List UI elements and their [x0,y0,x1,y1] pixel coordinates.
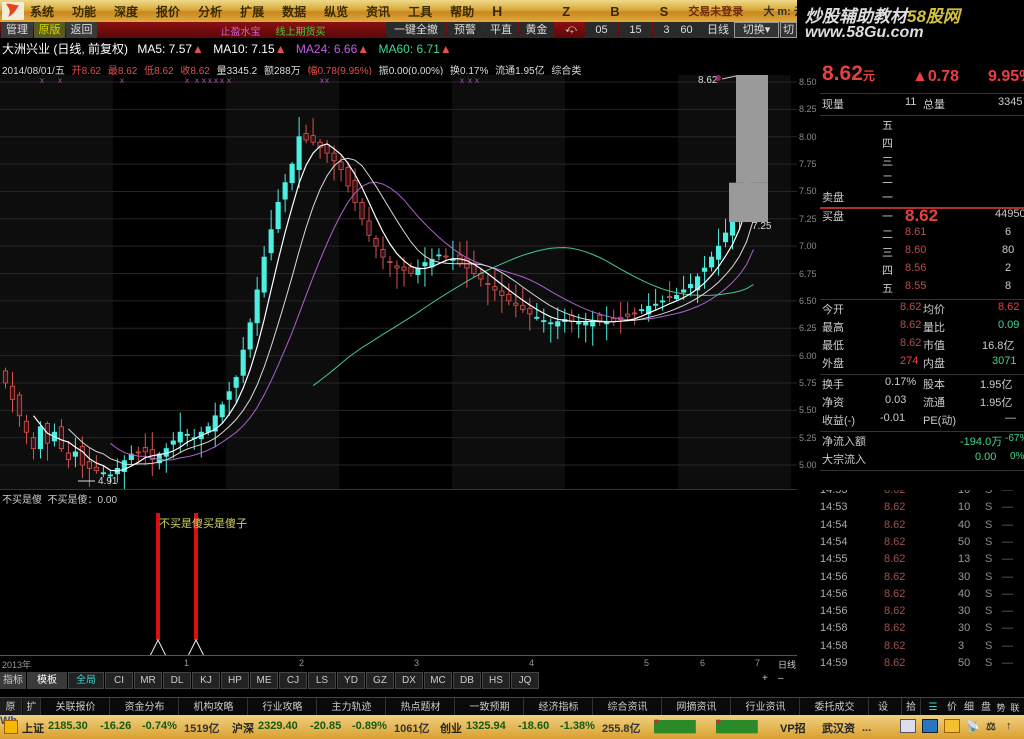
svg-text:7.25: 7.25 [752,221,772,232]
svg-text:x: x [475,76,479,85]
svg-text:x: x [468,76,472,85]
svg-text:8.62: 8.62 [698,75,718,86]
svg-text:x: x [40,76,44,85]
svg-text:x: x [58,76,62,85]
svg-text:x: x [202,76,206,85]
svg-text:x: x [325,76,329,85]
svg-text:x: x [227,76,231,85]
svg-text:x: x [195,76,199,85]
svg-text:x: x [208,76,212,85]
svg-text:x: x [185,76,189,85]
svg-text:x: x [214,76,218,85]
svg-text:x: x [220,76,224,85]
svg-text:x: x [460,76,464,85]
svg-text:4.91: 4.91 [98,476,118,487]
svg-text:x: x [120,76,124,85]
svg-text:x: x [320,76,324,85]
svg-text:不买是傻买是傻子: 不买是傻买是傻子 [159,517,247,530]
